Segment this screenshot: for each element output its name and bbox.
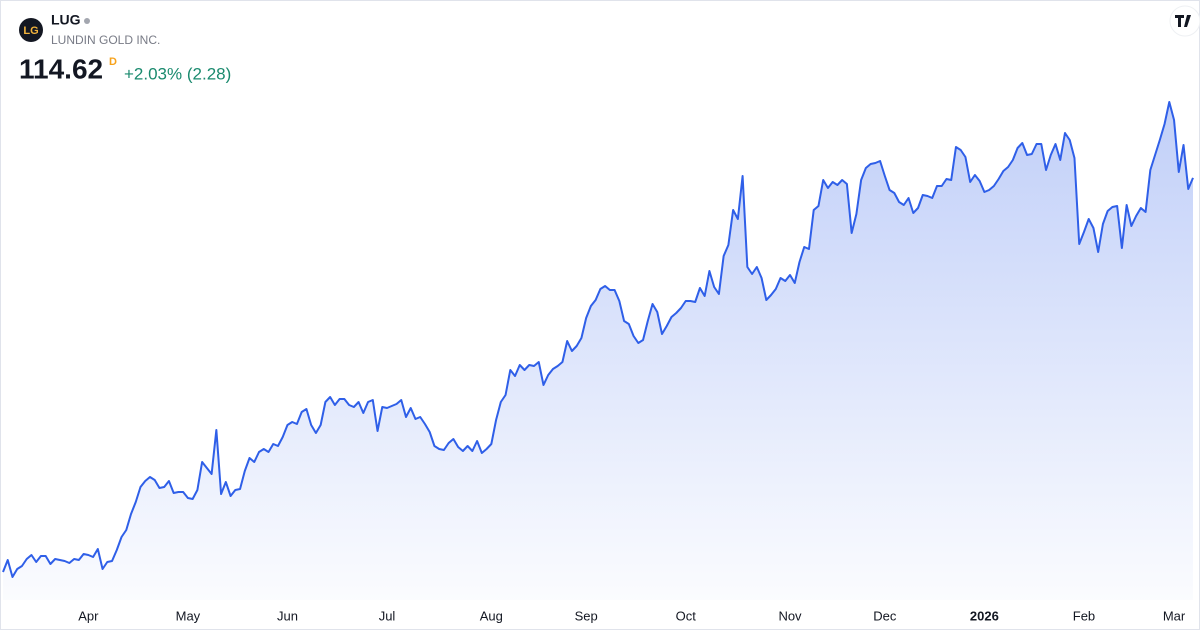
- x-tick-label: Apr: [78, 608, 99, 623]
- x-tick-label: May: [176, 608, 201, 623]
- x-tick-label: Nov: [778, 608, 802, 623]
- company-name: LUNDIN GOLD INC.: [51, 33, 160, 47]
- interval: D: [109, 56, 117, 68]
- brand-logo: [1169, 5, 1200, 37]
- x-tick-label: Jun: [277, 608, 298, 623]
- x-tick-label: Aug: [480, 608, 503, 623]
- status-dot: [84, 18, 90, 24]
- x-tick-label: Mar: [1163, 608, 1186, 623]
- symbol: LUG: [51, 12, 81, 28]
- plot: [2, 101, 1194, 600]
- x-tick-label: Dec: [873, 608, 897, 623]
- x-tick-label: Jul: [379, 608, 396, 623]
- x-tick-label: Sep: [575, 608, 598, 623]
- x-tick-label: Oct: [676, 608, 697, 623]
- x-tick-label: Feb: [1073, 608, 1095, 623]
- logo-text: LG: [23, 25, 38, 37]
- logo: [19, 18, 43, 42]
- change: +2.03% (2.28): [124, 64, 231, 83]
- area-fill: [3, 102, 1193, 600]
- x-tick-label: 2026: [970, 608, 999, 623]
- price-line: [2, 101, 1194, 578]
- price: 114.62: [19, 53, 103, 84]
